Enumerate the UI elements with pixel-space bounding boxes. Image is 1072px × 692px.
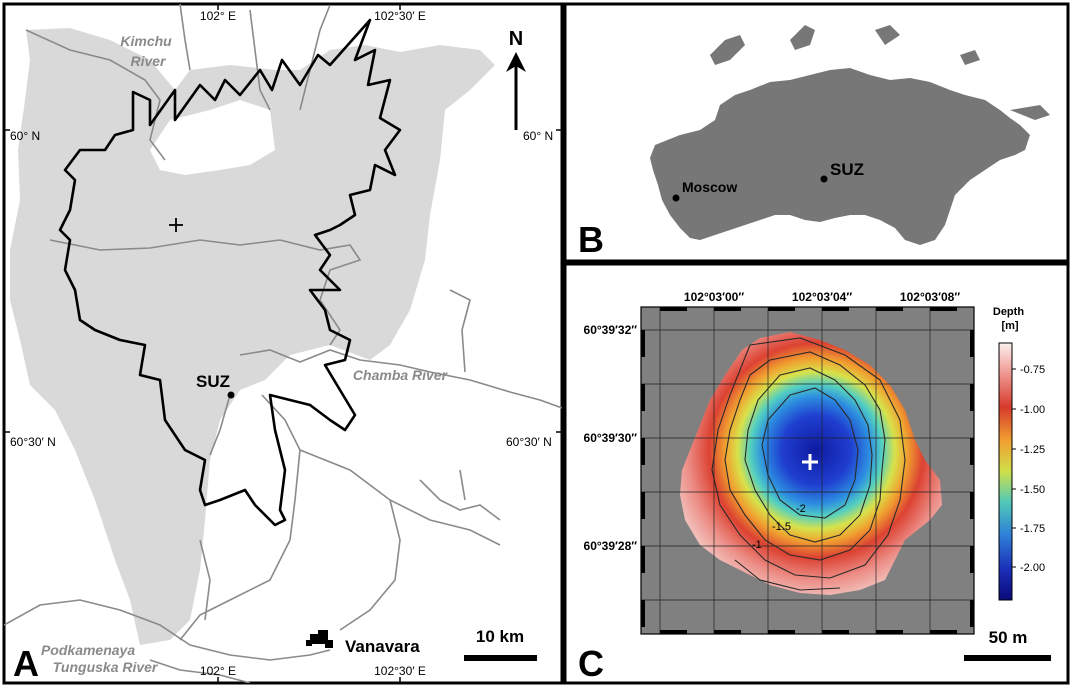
- suz-label: SUZ: [196, 372, 230, 391]
- moscow-marker: [672, 194, 680, 202]
- podkamenaya-river-label: Podkamenaya Tunguska River: [41, 642, 159, 675]
- chamba-river-label: Chamba River: [353, 367, 449, 383]
- arctic-islands: [710, 25, 1050, 120]
- a-lat-left-1: 60° N: [10, 129, 40, 143]
- a-lon-top-2: 102°30′ E: [374, 9, 426, 23]
- a-lon-top-1: 102° E: [200, 9, 236, 23]
- panel-c-label: C: [578, 643, 604, 684]
- vanavara-settlement-icon: [306, 630, 333, 648]
- c-scale-bar: 50 m: [964, 628, 1051, 661]
- map-neatline: [640, 306, 975, 635]
- russia-silhouette: [650, 68, 1030, 245]
- contour-label-1-5: -1.5: [772, 521, 791, 533]
- a-lon-bottom-1: 102° E: [200, 664, 236, 678]
- suz-site-marker: [227, 391, 235, 399]
- north-arrow: N: [506, 28, 526, 130]
- river-network: [4, 4, 562, 683]
- a-scale-label: 10 km: [476, 627, 524, 646]
- panel-b: Moscow SUZ B: [563, 2, 1070, 263]
- legend-tick-2: -1.00: [1020, 404, 1045, 416]
- a-scale-bar: 10 km: [464, 627, 537, 661]
- a-lat-right-2: 60°30′ N: [506, 435, 552, 449]
- c-lon-1: 102°03′00″: [684, 290, 744, 304]
- c-lon-2: 102°03′04″: [792, 290, 852, 304]
- c-scale-label: 50 m: [989, 628, 1028, 647]
- clearing: [150, 100, 275, 175]
- depth-legend: Depth [m] -0.75 -1.00 -1.25 -1.50 -1.75 …: [993, 306, 1045, 601]
- a-lat-left-2: 60°30′ N: [10, 435, 56, 449]
- contour-label-2: -2: [796, 503, 806, 515]
- north-label: N: [509, 28, 523, 50]
- legend-tick-6: -2.00: [1020, 562, 1045, 574]
- a-lat-right-1: 60° N: [523, 129, 553, 143]
- suz-map-label: SUZ: [830, 160, 864, 179]
- moscow-label: Moscow: [682, 179, 737, 195]
- legend-tick-5: -1.75: [1020, 523, 1045, 535]
- legend-tick-3: -1.25: [1020, 444, 1045, 456]
- legend-tick-1: -0.75: [1020, 364, 1045, 376]
- lake-center-cross: [802, 454, 818, 470]
- kimchu-river-label: Kimchu River: [120, 33, 175, 69]
- c-lon-3: 102°03′08″: [900, 290, 960, 304]
- c-lat-2: 60°39′30″: [584, 431, 638, 445]
- c-lat-3: 60°39′28″: [584, 539, 638, 553]
- panel-b-label: B: [578, 219, 604, 260]
- legend-tick-4: -1.50: [1020, 484, 1045, 496]
- legend-colorbar: [998, 342, 1013, 601]
- graticule: [641, 307, 974, 634]
- panel-a: N 102° E 102°30′ E 102° E 102°30′ E 60° …: [2, 2, 564, 685]
- boundary-outline: [58, 18, 402, 527]
- catchment-area: [10, 28, 495, 645]
- suz-location-marker: [820, 175, 828, 183]
- c-lat-1: 60°39′32″: [584, 323, 638, 337]
- depth-contours: [711, 337, 906, 591]
- contour-label-1: -1: [752, 539, 762, 551]
- vanavara-label: Vanavara: [345, 637, 420, 656]
- panel-a-label: A: [13, 643, 39, 684]
- epicenter-cross: [169, 218, 183, 232]
- a-lon-bottom-2: 102°30′ E: [374, 664, 426, 678]
- legend-title: Depth [m]: [993, 306, 1027, 332]
- panel-c: -2 -1.5 -1 102°03′00″ 10: [563, 262, 1070, 685]
